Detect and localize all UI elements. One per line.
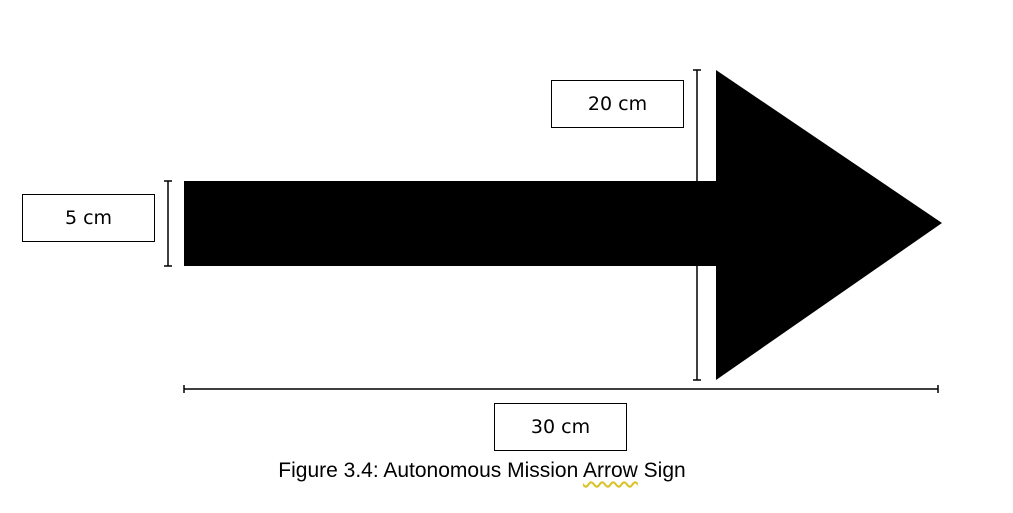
caption-underlined-word: Arrow [582,459,638,482]
length-label: 30 cm [494,403,627,451]
height-dimension-line [164,180,172,267]
height-label: 5 cm [22,194,155,242]
figure-caption: Figure 3.4: Autonomous Mission Arrow Sig… [0,459,964,483]
head-label: 20 cm [551,80,684,128]
caption-prefix: Figure 3.4: Autonomous Mission [278,459,583,482]
caption-suffix: Sign [637,459,686,482]
head-dimension-line [693,69,701,381]
length-dimension-line [183,385,939,393]
arrow-shape [184,70,942,380]
